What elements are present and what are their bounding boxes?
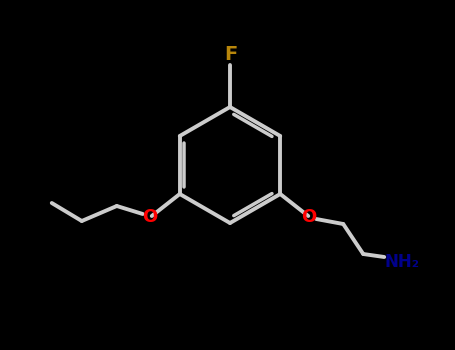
Text: NH₂: NH₂ — [385, 253, 420, 271]
Text: O: O — [302, 208, 317, 226]
Text: O: O — [142, 208, 157, 226]
Text: F: F — [224, 46, 238, 64]
